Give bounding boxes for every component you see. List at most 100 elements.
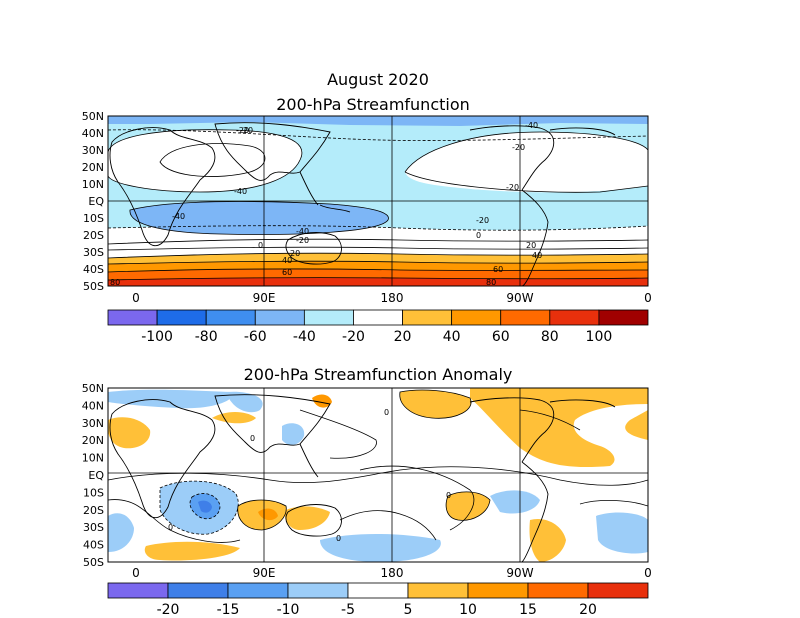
colorbar-swatch (156, 309, 207, 326)
contour-label: 20 (290, 249, 300, 258)
map1-frame (107, 115, 649, 287)
contour-label: 0 (168, 523, 173, 532)
map1-panel: -40 -20 -20 -20 -40 -40 -20 -20 0 -40 -2… (82, 110, 652, 305)
contour-label: 0 (446, 491, 451, 500)
colorbar-label: -20 (157, 602, 180, 618)
map1-contours (108, 129, 648, 281)
lon-label: 180 (381, 291, 404, 305)
colorbar-swatch (227, 582, 289, 599)
contour-label: 60 (493, 265, 503, 274)
contour-label: -20 (476, 216, 489, 225)
lon-label: 0 (132, 291, 140, 305)
map1-grid (108, 116, 648, 286)
colorbar-label: 100 (586, 329, 613, 345)
contour-label: 60 (282, 268, 292, 277)
map1-title: 200-hPa Streamfunction (276, 95, 470, 114)
colorbar-swatch (549, 309, 600, 326)
lat-label: EQ (88, 469, 104, 482)
colorbar-label: 20 (394, 329, 412, 345)
colorbar-swatch (500, 309, 551, 326)
colorbar-swatch (451, 309, 502, 326)
map2-frame (107, 387, 649, 563)
contour-label: 0 (384, 408, 389, 417)
colorbar-swatch (407, 582, 469, 599)
lat-label: 10S (83, 486, 104, 499)
lat-label: 20S (83, 504, 104, 517)
contour-label: -20 (512, 143, 525, 152)
colorbar-label: -10 (277, 602, 300, 618)
lat-label: 10S (83, 212, 104, 225)
colorbar-swatch (347, 582, 409, 599)
map2-title: 200-hPa Streamfunction Anomaly (244, 365, 513, 384)
colorbar-swatch (107, 309, 158, 326)
map1-latitude-labels: 50N 40N 30N 20N 10N EQ 10S 20S 30S 40S 50S (82, 110, 105, 293)
colorbar-label: -60 (244, 329, 267, 345)
colorbar-label: 5 (404, 602, 413, 618)
lon-label: 90W (506, 566, 533, 580)
lat-label: 30N (82, 417, 104, 430)
map2-grid (108, 388, 648, 562)
map2-latitude-labels: 50N 40N 30N 20N 10N EQ 10S 20S 30S 40S 50S (82, 382, 105, 569)
contour-label: -20 (240, 126, 253, 135)
colorbar-label: 10 (459, 602, 477, 618)
lat-label: 50N (82, 382, 104, 395)
map2-contours (108, 389, 648, 543)
lat-label: 50S (83, 280, 104, 293)
contour-label: 80 (486, 278, 496, 287)
lat-label: 20S (83, 229, 104, 242)
colorbar-swatch (402, 309, 453, 326)
map1-colorbar: -100 -80 -60 -40 -20 20 40 60 80 100 (107, 309, 649, 345)
colorbar-swatch (527, 582, 589, 599)
lat-label: 50N (82, 110, 104, 123)
contour-label: 20 (526, 241, 536, 250)
lon-label: 0 (644, 566, 652, 580)
contour-label: -20 (506, 183, 519, 192)
colorbar-swatch (303, 309, 354, 326)
colorbar-label: -100 (141, 329, 173, 345)
colorbar-label: -15 (217, 602, 240, 618)
colorbar-label: 15 (519, 602, 537, 618)
colorbar-label: 80 (541, 329, 559, 345)
colorbar-swatch (287, 582, 349, 599)
lat-label: 10N (82, 178, 104, 191)
contour-label: 40 (532, 251, 542, 260)
lat-label: EQ (88, 195, 104, 208)
lat-label: 30S (83, 521, 104, 534)
contour-label: 0 (258, 241, 263, 250)
colorbar-label: -80 (195, 329, 218, 345)
map2-contour-labels: 0 0 0 0 0 (168, 408, 451, 543)
lat-label: 40S (83, 263, 104, 276)
contour-label: -20 (236, 126, 249, 135)
colorbar-label: 60 (492, 329, 510, 345)
lon-label: 90E (253, 566, 276, 580)
colorbar-label: 40 (443, 329, 461, 345)
map2-colorbar: -20 -15 -10 -5 5 10 15 20 (107, 582, 649, 618)
lat-label: 30S (83, 246, 104, 259)
map1-longitude-labels: 0 90E 180 90W 0 (132, 291, 652, 305)
contour-label: -40 (172, 212, 185, 221)
colorbar-label: -20 (342, 329, 365, 345)
lat-label: 30N (82, 144, 104, 157)
contour-label: -40 (234, 187, 247, 196)
lon-label: 0 (644, 291, 652, 305)
lat-label: 50S (83, 556, 104, 569)
contour-label: 0 (250, 434, 255, 443)
colorbar-swatch (205, 309, 256, 326)
map2-longitude-labels: 0 90E 180 90W 0 (132, 566, 652, 580)
lon-label: 90W (506, 291, 533, 305)
lon-label: 0 (132, 566, 140, 580)
lat-label: 20N (82, 161, 104, 174)
colorbar-swatch (353, 309, 403, 326)
colorbar-swatch (467, 582, 529, 599)
contour-label: 80 (110, 278, 120, 287)
contour-label: 40 (282, 256, 292, 265)
map2-fills (108, 388, 648, 562)
map2-panel: 0 0 0 0 0 50N40N30N20N10NEQ10S20S30S40S5… (82, 382, 652, 580)
figure-title: August 2020 (327, 70, 429, 89)
colorbar-label: -40 (293, 329, 316, 345)
contour-label: 0 (476, 231, 481, 240)
colorbar-label: 20 (579, 602, 597, 618)
lon-label: 180 (381, 566, 404, 580)
map1-contour-labels: -40 -20 -20 -20 -40 -40 -20 -20 0 -40 -2… (110, 121, 542, 287)
